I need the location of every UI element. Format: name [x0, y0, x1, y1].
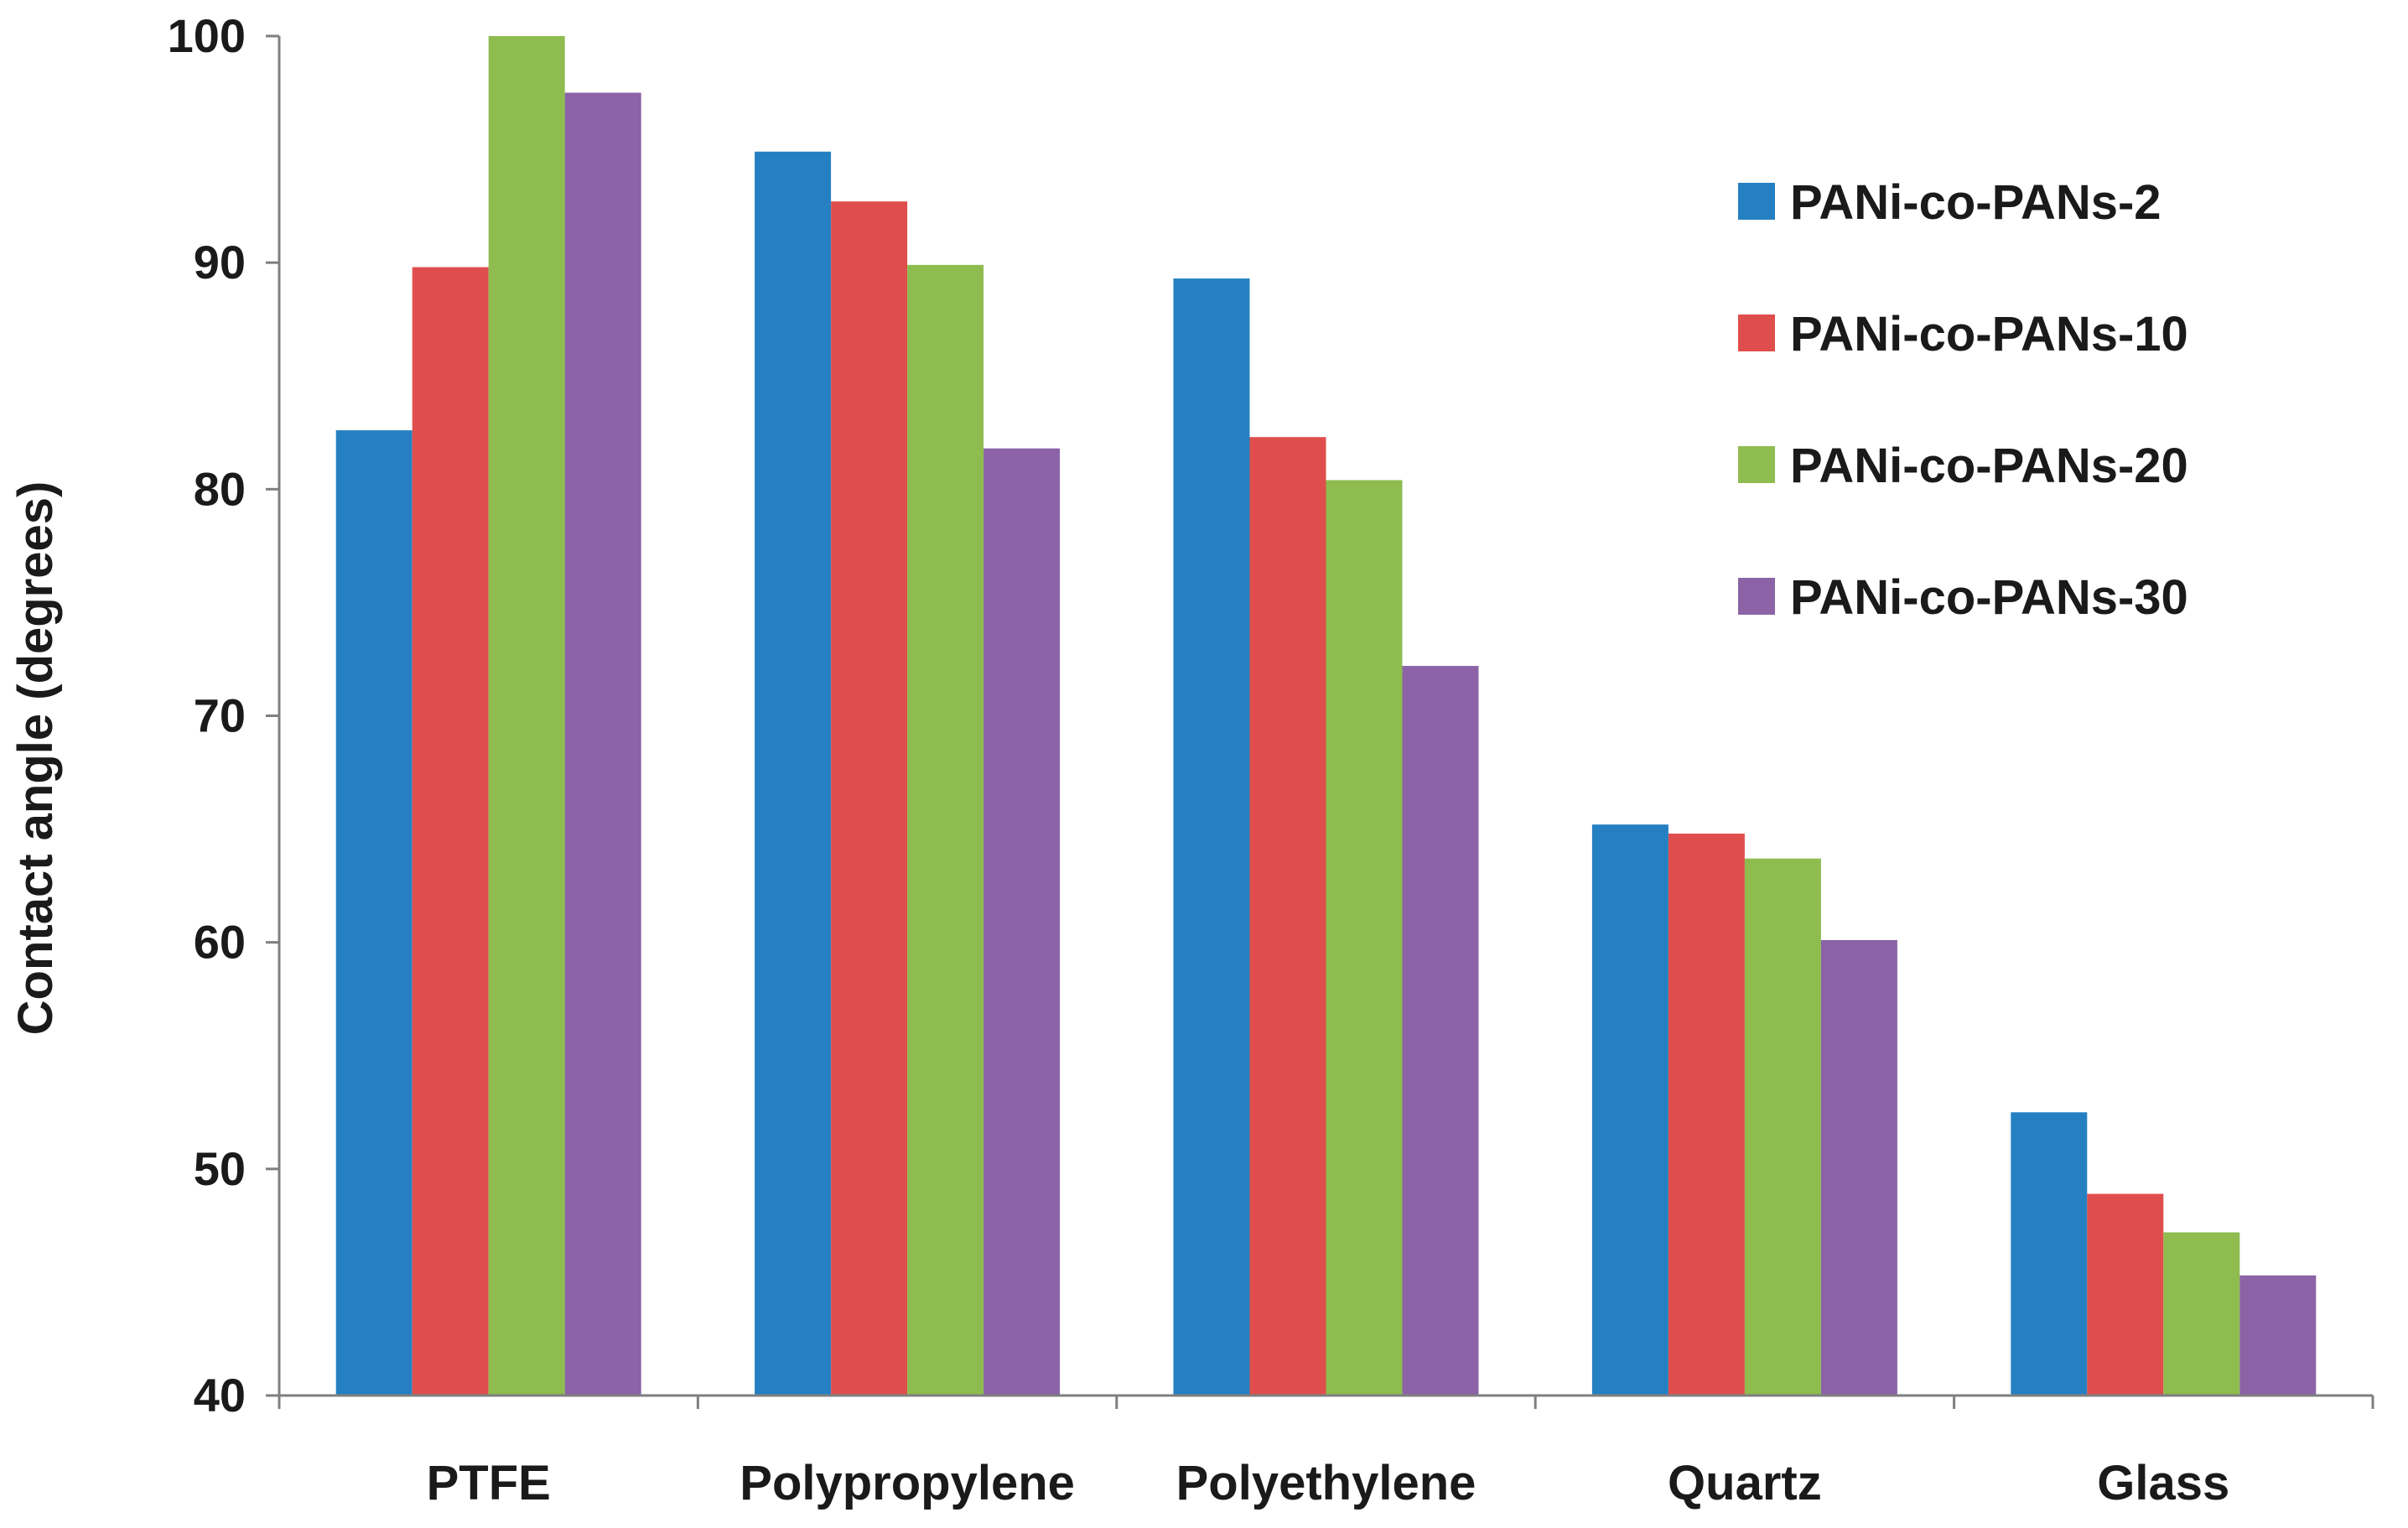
legend-swatch — [1738, 578, 1775, 615]
bar — [488, 36, 565, 1395]
x-tick-label: Polyethylene — [1176, 1456, 1476, 1510]
bar — [564, 92, 641, 1396]
bar — [335, 430, 413, 1395]
bar — [1402, 666, 1479, 1395]
bar — [1744, 858, 1821, 1395]
bar — [1249, 437, 1326, 1395]
y-ticks-group: 40 50 60 70 80 90 100 — [168, 9, 279, 1421]
legend-label: PANi-co-PANs-30 — [1790, 570, 2188, 625]
legend: PANi-co-PANs-2 PANi-co-PANs-10 PANi-co-PAN… — [1738, 175, 2188, 625]
bars-group — [335, 36, 2317, 1396]
bar — [412, 267, 489, 1395]
bar — [1820, 939, 1897, 1395]
bar — [1668, 833, 1745, 1395]
y-tick-label: 50 — [194, 1142, 246, 1195]
y-tick-label: 60 — [194, 916, 246, 969]
bar — [983, 448, 1061, 1395]
y-tick-label: 90 — [194, 236, 246, 288]
x-ticks-group: PTFE Polypropylene Polyethylene Quartz Glass — [278, 1395, 2374, 1510]
y-tick-label: 40 — [194, 1369, 246, 1421]
bar — [2011, 1112, 2088, 1395]
legend-label: PANi-co-PANs-2 — [1790, 175, 2161, 230]
legend-swatch — [1738, 314, 1775, 351]
bar — [907, 264, 984, 1395]
bar — [2163, 1232, 2240, 1395]
x-tick-label: Polypropylene — [740, 1456, 1075, 1510]
y-axis-title: Contact angle (degrees) — [8, 481, 63, 1036]
x-tick-label: PTFE — [427, 1456, 551, 1510]
bar — [1326, 480, 1403, 1396]
bar — [2087, 1193, 2164, 1395]
legend-label: PANi-co-PANs-10 — [1790, 307, 2188, 361]
bar — [755, 151, 832, 1395]
bar — [1591, 824, 1668, 1395]
y-tick-label: 100 — [168, 9, 246, 62]
x-tick-label: Quartz — [1668, 1456, 1822, 1510]
y-tick-label: 80 — [194, 462, 246, 515]
legend-swatch — [1738, 446, 1775, 483]
bar — [831, 201, 908, 1395]
y-tick-label: 70 — [194, 689, 246, 742]
bar — [1173, 278, 1250, 1395]
bar — [2239, 1275, 2317, 1395]
legend-swatch — [1738, 183, 1775, 220]
x-tick-label: Glass — [2097, 1456, 2229, 1510]
legend-label: PANi-co-PANs-20 — [1790, 439, 2188, 493]
